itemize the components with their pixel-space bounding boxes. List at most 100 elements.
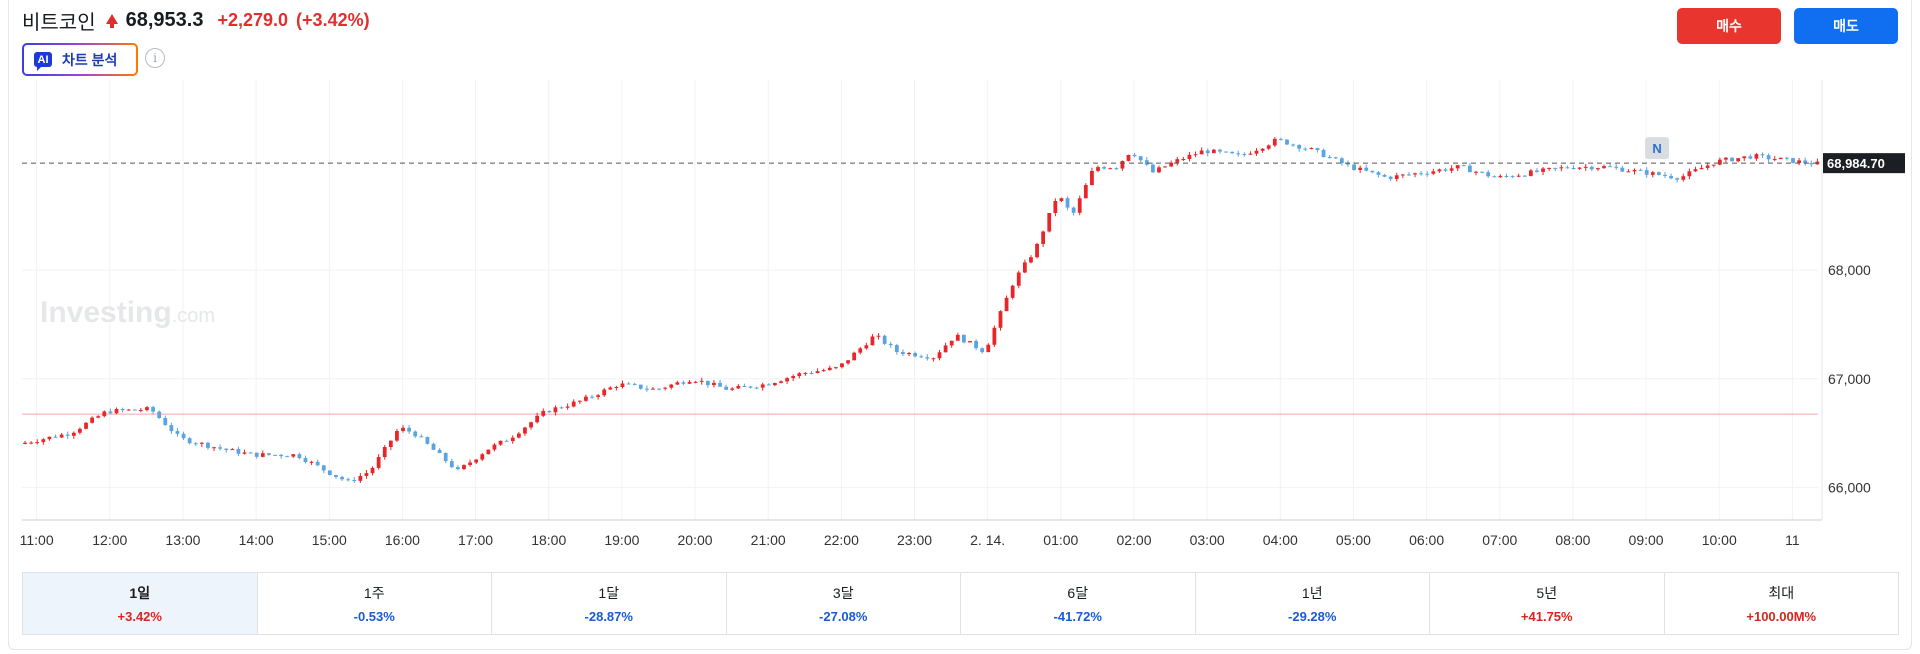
candle-body [1791,158,1795,163]
candle-body [1157,167,1161,173]
candle-body [840,363,844,368]
x-tick-label: 22:00 [824,532,859,548]
candle-body [1711,164,1716,166]
candle-body [1059,198,1064,202]
candle-body [901,352,905,355]
candle-body [169,425,174,432]
candle-body [1492,176,1497,178]
candle-body [1279,138,1283,140]
period-tab[interactable]: 1달 -28.87% [492,573,727,634]
candle-body [1333,157,1338,159]
period-tab-change: -27.08% [819,609,868,624]
candle-body [291,454,296,457]
x-tick-label: 10:00 [1702,532,1737,548]
candle-body [1675,178,1680,180]
period-tab[interactable]: 3달 -27.08% [727,573,961,634]
candle-body [1614,166,1619,168]
x-tick-label: 09:00 [1629,532,1664,548]
price-change: +2,279.0 [217,9,289,30]
candle-body [553,407,558,413]
x-tick-label: 13:00 [165,532,200,548]
candle-body [535,415,540,423]
candle-body [1010,285,1015,298]
period-tab-change: -29.28% [1288,609,1337,624]
period-tab[interactable]: 최대 +100.00M% [1665,573,1899,634]
candle-body [1565,167,1570,169]
candle-body [962,334,966,343]
candle-body [1016,272,1021,286]
candle-body [370,467,375,474]
candle-body [1364,167,1369,171]
current-price-label: 68,984.70 [1827,156,1885,171]
x-tick-label: 16:00 [385,532,420,548]
candle-body [1187,154,1192,160]
candle-body [1181,159,1186,161]
candle-body [443,453,448,462]
ai-chart-analysis-button[interactable]: AI 차트 분석 [22,43,138,76]
period-tab[interactable]: 1일 +3.42% [23,573,258,634]
info-icon[interactable]: i [145,48,165,68]
candle-body [1553,167,1558,169]
candle-body [925,357,930,359]
candle-body [236,449,241,454]
candle-body [571,401,576,407]
period-tab[interactable]: 1주 -0.53% [258,573,492,634]
candle-body [65,434,70,436]
sell-button[interactable]: 매도 [1794,8,1898,44]
ai-chart-analysis-label: 차트 분석 [62,51,118,68]
candle-body [894,345,899,353]
candle-body [547,410,552,413]
candle-body [1760,154,1765,156]
candle-body [754,387,759,389]
candle-body [1449,168,1454,171]
candle-body [541,410,546,416]
candle-body [937,352,942,359]
candle-body [1766,155,1771,160]
candlestick-chart[interactable]: Investing.com 68,984.70 N 66,000 67,000 68,00… [0,80,1920,570]
period-tab-change: -0.53% [353,609,395,624]
candle-body [638,384,643,389]
candle-body [96,416,101,418]
arrow-up-icon [105,14,118,28]
candle-body [1254,150,1259,154]
buy-button[interactable]: 매수 [1677,8,1781,44]
candle-body [29,442,34,444]
candle-body [1199,150,1204,155]
candle-body [1730,157,1734,162]
ai-icon: AI [34,52,52,71]
x-tick-label: 02:00 [1116,532,1151,548]
candle-body [1693,169,1698,172]
period-tab-change: -28.87% [584,609,633,624]
candle-body [705,380,710,386]
x-tick-label: 18:00 [531,532,566,548]
candle-body [620,383,625,388]
x-tick-label: 15:00 [312,532,347,548]
x-tick-label: 14:00 [239,532,274,548]
candle-body [413,431,418,437]
candle-body [53,436,58,438]
candle-body [230,449,235,451]
candle-body [1504,175,1509,177]
candle-body [1516,175,1521,177]
candle-body [1376,172,1381,175]
candle-body [742,385,747,387]
period-tab-change: +3.42% [117,609,162,624]
candle-body [492,444,497,450]
candle-body [675,382,680,385]
period-tab[interactable]: 5년 +41.75% [1430,573,1665,634]
candle-body [181,433,186,439]
candle-body [1388,176,1393,179]
x-tick-label: 23:00 [897,532,932,548]
candle-body [1559,167,1564,169]
candle-body [138,410,143,412]
candle-body [833,367,838,369]
candle-body [462,464,466,470]
candle-body [852,352,857,361]
price-change-percent: (+3.42%) [296,9,370,30]
period-tab[interactable]: 1년 -29.28% [1196,573,1430,634]
candle-body [1224,151,1228,153]
candle-body [1669,175,1673,179]
candle-body [23,442,27,444]
candle-body [47,436,52,440]
period-tab[interactable]: 6달 -41.72% [961,573,1196,634]
